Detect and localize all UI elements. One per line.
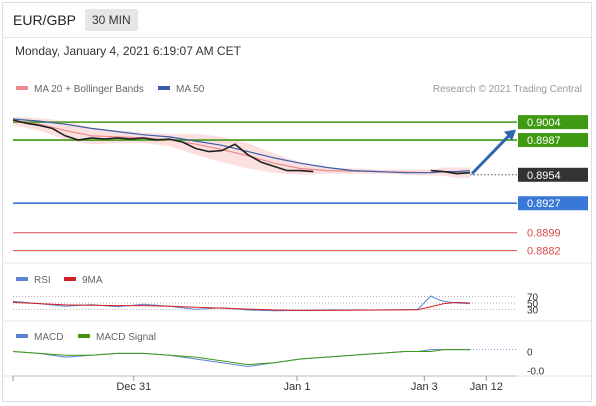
chart-header: EUR/GBP 30 MIN — [3, 3, 591, 38]
legend-swatch-ma50 — [158, 86, 170, 90]
legend-swatch-rsi — [16, 277, 28, 281]
legend-label-rsi: RSI — [34, 275, 51, 286]
legend-label-macd-signal: MACD Signal — [96, 332, 156, 343]
level-label: 0.8987 — [527, 135, 561, 147]
level-tag-bg — [518, 167, 588, 182]
level-label: 0.8954 — [527, 170, 561, 182]
x-tick-label: Jan 1 — [284, 381, 311, 393]
macd-legend: MACD MACD Signal — [16, 332, 156, 343]
macd-tick-label: 0 — [527, 348, 533, 359]
rsi-tick-label: 70 — [527, 293, 539, 304]
legend-label-ma50: MA 50 — [176, 84, 205, 95]
level-label: 0.8899 — [527, 228, 561, 240]
legend-swatch-macd — [16, 334, 28, 338]
level-label: 0.8927 — [527, 198, 561, 210]
price-panel: 0.9004 0.8987 0.8954 0.8927 0.8899 0.8882 — [12, 115, 588, 258]
forecast-arrow-shaft — [470, 133, 512, 175]
legend-swatch-rsi-ma — [64, 277, 76, 281]
legend-label-bollinger: MA 20 + Bollinger Bands — [34, 84, 144, 95]
legend-label-rsi-ma: 9MA — [82, 275, 103, 286]
macd-panel: 0 -0.0 — [12, 348, 545, 377]
level-tag-bg — [518, 133, 588, 148]
legend-label-macd: MACD — [34, 332, 63, 343]
x-tick-label: Jan 3 — [411, 381, 438, 393]
rsi-tick-label: 50 — [527, 299, 539, 310]
level-tag-bg — [518, 196, 588, 211]
ma50-line — [12, 118, 471, 174]
macd-tick-label: -0.0 — [527, 366, 545, 377]
x-tick-label: Dec 31 — [116, 381, 151, 393]
legend-swatch-bollinger — [16, 86, 28, 90]
datetime-label: Monday, January 4, 2021 6:19:07 AM CET — [15, 44, 241, 58]
copyright-label: Research © 2021 Trading Central — [433, 84, 582, 95]
bollinger-band — [13, 116, 470, 178]
rsi-tick-label: 30 — [527, 305, 539, 316]
pair-title: EUR/GBP — [13, 12, 77, 28]
rsi-legend: RSI 9MA — [16, 275, 103, 286]
level-label: 0.9004 — [527, 117, 561, 129]
timeframe-badge[interactable]: 30 MIN — [85, 9, 138, 31]
price-legend: MA 20 + Bollinger Bands MA 50 — [16, 84, 205, 95]
x-tick-label: Jan 12 — [470, 381, 503, 393]
level-label: 0.8882 — [527, 246, 561, 258]
legend-swatch-macd-signal — [78, 334, 90, 338]
x-axis: Dec 31 Jan 1 Jan 3 Jan 12 — [12, 375, 517, 393]
forecast-arrow-head — [504, 129, 516, 141]
macd-signal-line — [12, 349, 470, 366]
level-tag-bg — [518, 115, 588, 130]
chart-frame: EUR/GBP 30 MIN Monday, January 4, 2021 6… — [2, 2, 592, 402]
price-line — [12, 119, 471, 175]
rsi-ma-line — [12, 301, 471, 311]
